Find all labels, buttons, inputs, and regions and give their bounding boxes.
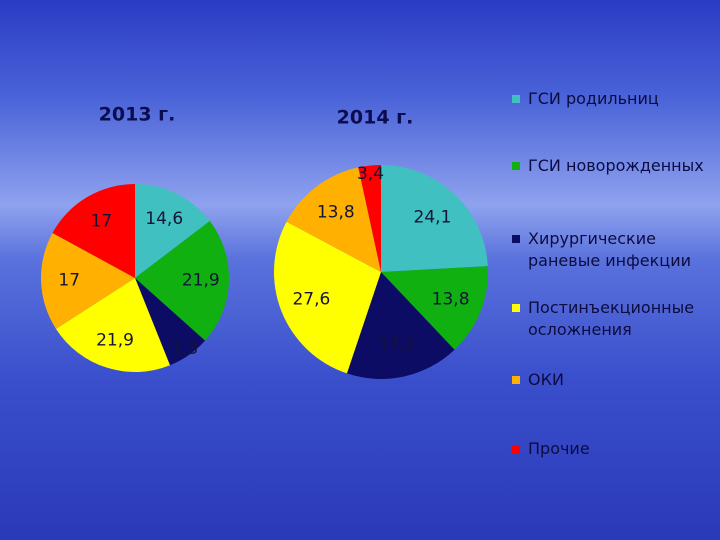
data-label: 21,9 bbox=[182, 271, 220, 291]
pie-slice bbox=[135, 278, 206, 366]
pie-slice bbox=[358, 165, 381, 272]
chart-title: 2014 г. bbox=[337, 107, 414, 129]
legend-label: Постинъекционные осложнения bbox=[528, 298, 695, 339]
legend-swatch bbox=[512, 235, 520, 243]
data-label: 21,9 bbox=[96, 331, 134, 351]
pie-slice bbox=[40, 232, 135, 329]
pie-slice bbox=[52, 184, 135, 278]
data-label: 14,6 bbox=[145, 209, 183, 229]
data-label: 17 bbox=[58, 270, 80, 290]
legend-swatch bbox=[512, 376, 520, 384]
data-label: 27,6 bbox=[292, 290, 330, 310]
data-label: 13,8 bbox=[432, 290, 470, 310]
legend-label: ГСИ родильниц bbox=[528, 89, 659, 108]
pie-slice bbox=[286, 167, 381, 272]
legend-label: Хирургические раневые инфекции bbox=[528, 229, 691, 270]
legend-swatch bbox=[512, 304, 520, 312]
legend-item: Хирургические раневые инфекции bbox=[512, 228, 713, 272]
data-label: 13,8 bbox=[317, 202, 355, 222]
data-label: 7,3 bbox=[171, 339, 198, 359]
pie-slice bbox=[135, 184, 210, 278]
legend-item: Постинъекционные осложнения bbox=[512, 297, 713, 341]
pie-slice bbox=[346, 272, 455, 379]
pie-slice bbox=[55, 278, 170, 372]
data-label: 17 bbox=[91, 211, 113, 231]
legend-swatch bbox=[512, 162, 520, 170]
legend-label: ОКИ bbox=[528, 370, 564, 389]
pie-slice bbox=[381, 266, 488, 350]
data-label: 24,1 bbox=[414, 208, 452, 228]
data-label: 3,4 bbox=[357, 164, 384, 184]
legend-item: ОКИ bbox=[512, 369, 713, 391]
pie-slice bbox=[135, 221, 229, 341]
legend-swatch bbox=[512, 445, 520, 453]
legend-label: Прочие bbox=[528, 439, 590, 458]
legend-label: ГСИ новорожденных bbox=[528, 156, 704, 175]
legend-item: ГСИ родильниц bbox=[512, 88, 713, 110]
chart-title: 2013 г. bbox=[99, 104, 176, 126]
pie-slice bbox=[381, 165, 488, 272]
legend-item: ГСИ новорожденных bbox=[512, 155, 713, 177]
pie-slice bbox=[274, 221, 381, 374]
legend-item: Прочие bbox=[512, 438, 713, 460]
legend-swatch bbox=[512, 95, 520, 103]
data-label: 17,2 bbox=[378, 335, 416, 355]
